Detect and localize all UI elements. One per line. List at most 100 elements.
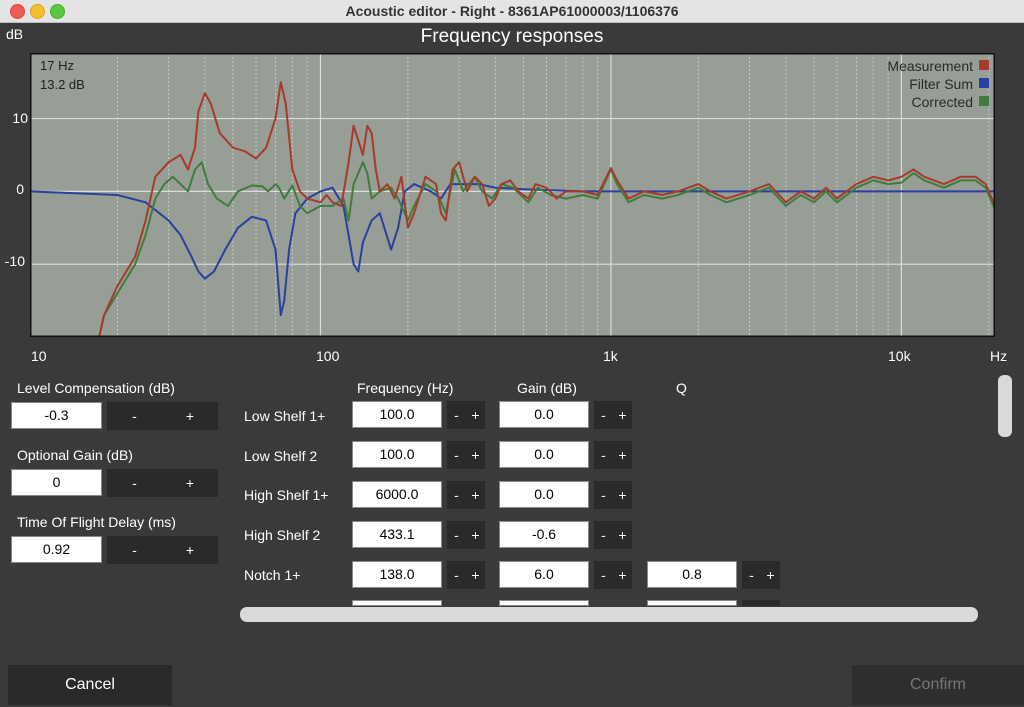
cursor-frequency: 17 Hz <box>40 58 74 73</box>
frequency-stepper: - + <box>447 521 485 549</box>
decrement-button[interactable]: - <box>601 447 606 463</box>
filter-frequency-input[interactable]: 138.0 <box>352 561 442 588</box>
filter-frequency-input[interactable]: 100.0 <box>352 401 442 428</box>
decrement-button[interactable]: - <box>454 527 459 543</box>
optional-gain-label: Optional Gain (dB) <box>17 447 133 463</box>
gain-stepper: - + <box>594 441 632 469</box>
y-tick-label: 0 <box>16 181 24 197</box>
frequency-column-header: Frequency (Hz) <box>357 380 454 396</box>
increment-button[interactable]: + <box>471 527 480 543</box>
filter-q-input[interactable] <box>647 600 737 606</box>
level-compensation-input[interactable]: -0.3 <box>11 402 102 429</box>
increment-button[interactable]: + <box>185 542 195 558</box>
increment-button[interactable]: + <box>618 407 627 423</box>
decrement-button[interactable]: - <box>132 475 137 491</box>
filter-gain-input[interactable]: 0.0 <box>499 441 589 468</box>
decrement-button[interactable]: - <box>601 567 606 583</box>
confirm-button[interactable]: Confirm <box>852 665 1024 705</box>
minimize-window-button[interactable] <box>30 4 45 19</box>
optional-gain-input[interactable]: 0 <box>11 469 102 496</box>
decrement-button[interactable]: - <box>601 527 606 543</box>
time-of-flight-delay-input[interactable]: 0.92 <box>11 536 102 563</box>
q-stepper: - + <box>742 561 780 589</box>
frequency-response-chart[interactable]: 17 Hz 13.2 dB Measurement Filter Sum Cor… <box>30 53 995 337</box>
time-of-flight-delay-label: Time Of Flight Delay (ms) <box>17 514 176 530</box>
series-line-corrected <box>98 161 995 337</box>
legend-swatch-corrected <box>979 96 989 106</box>
frequency-stepper: - + <box>447 401 485 429</box>
filter-gain-input[interactable]: 0.0 <box>499 481 589 508</box>
filter-row-label: High Shelf 1+ <box>244 487 329 503</box>
filter-row-label: Low Shelf 2 <box>244 448 318 464</box>
zoom-window-button[interactable] <box>50 4 65 19</box>
legend-label-measurement: Measurement <box>887 58 973 74</box>
decrement-button[interactable]: - <box>454 567 459 583</box>
filter-row-label: High Shelf 2 <box>244 527 321 543</box>
gain-column-header: Gain (dB) <box>517 380 577 396</box>
decrement-button[interactable]: - <box>749 567 754 583</box>
filter-gain-input[interactable]: 6.0 <box>499 561 589 588</box>
q-stepper <box>742 600 780 606</box>
y-tick-label: 10 <box>12 110 28 126</box>
decrement-button[interactable]: - <box>601 487 606 503</box>
decrement-button[interactable]: - <box>454 407 459 423</box>
decrement-button[interactable]: - <box>454 487 459 503</box>
increment-button[interactable]: + <box>618 527 627 543</box>
editor-content: dB Frequency responses 10 0 -10 17 Hz 13… <box>0 23 1024 707</box>
chart-series <box>30 81 995 337</box>
increment-button[interactable]: + <box>471 567 480 583</box>
frequency-stepper: - + <box>447 441 485 469</box>
x-tick-label: 1k <box>603 348 618 364</box>
x-tick-label: 100 <box>316 348 340 364</box>
increment-button[interactable]: + <box>471 447 480 463</box>
filter-gain-input[interactable] <box>499 600 589 606</box>
close-window-button[interactable] <box>10 4 25 19</box>
x-unit-label: Hz <box>990 348 1008 364</box>
gain-stepper: - + <box>594 401 632 429</box>
horizontal-scrollbar[interactable] <box>240 607 978 622</box>
level-compensation-label: Level Compensation (dB) <box>17 380 175 396</box>
series-line-filter-sum <box>30 183 995 317</box>
filter-gain-input[interactable]: -0.6 <box>499 521 589 548</box>
increment-button[interactable]: + <box>618 487 627 503</box>
cancel-button[interactable]: Cancel <box>8 665 172 705</box>
increment-button[interactable]: + <box>185 475 195 491</box>
gain-stepper: - + <box>594 561 632 589</box>
frequency-stepper: - + <box>447 481 485 509</box>
time-of-flight-delay-stepper: - + <box>107 536 218 564</box>
x-tick-label: 10k <box>888 348 911 364</box>
chart-background <box>30 53 995 337</box>
decrement-button[interactable]: - <box>454 447 459 463</box>
window-title: Acoustic editor - Right - 8361AP61000003… <box>345 3 679 19</box>
filter-frequency-input[interactable]: 100.0 <box>352 441 442 468</box>
filter-gain-input[interactable]: 0.0 <box>499 401 589 428</box>
filter-frequency-input[interactable]: 6000.0 <box>352 481 442 508</box>
decrement-button[interactable]: - <box>132 542 137 558</box>
filter-frequency-input[interactable] <box>352 600 442 606</box>
level-compensation-stepper: - + <box>107 402 218 430</box>
y-unit-label: dB <box>6 26 24 42</box>
decrement-button[interactable]: - <box>601 407 606 423</box>
gain-stepper: - + <box>594 481 632 509</box>
increment-button[interactable]: + <box>766 567 775 583</box>
chart-legend: Measurement Filter Sum Corrected <box>887 58 989 110</box>
legend-label-filter-sum: Filter Sum <box>909 76 973 92</box>
increment-button[interactable]: + <box>185 408 195 424</box>
vertical-scrollbar[interactable] <box>998 375 1012 437</box>
y-tick-label: -10 <box>4 253 25 269</box>
increment-button[interactable]: + <box>471 407 480 423</box>
increment-button[interactable]: + <box>618 567 627 583</box>
frequency-stepper: - + <box>447 561 485 589</box>
series-line-measurement <box>98 81 995 337</box>
increment-button[interactable]: + <box>471 487 480 503</box>
filter-row-label: Notch 1+ <box>244 567 301 583</box>
filter-frequency-input[interactable]: 433.1 <box>352 521 442 548</box>
title-bar: Acoustic editor - Right - 8361AP61000003… <box>0 0 1024 23</box>
decrement-button[interactable]: - <box>132 408 137 424</box>
increment-button[interactable]: + <box>618 447 627 463</box>
x-tick-label: 10 <box>31 348 47 364</box>
filter-row-label: Low Shelf 1+ <box>244 408 326 424</box>
legend-swatch-filter-sum <box>979 78 989 88</box>
legend-label-corrected: Corrected <box>912 94 973 110</box>
filter-q-input[interactable]: 0.8 <box>647 561 737 588</box>
